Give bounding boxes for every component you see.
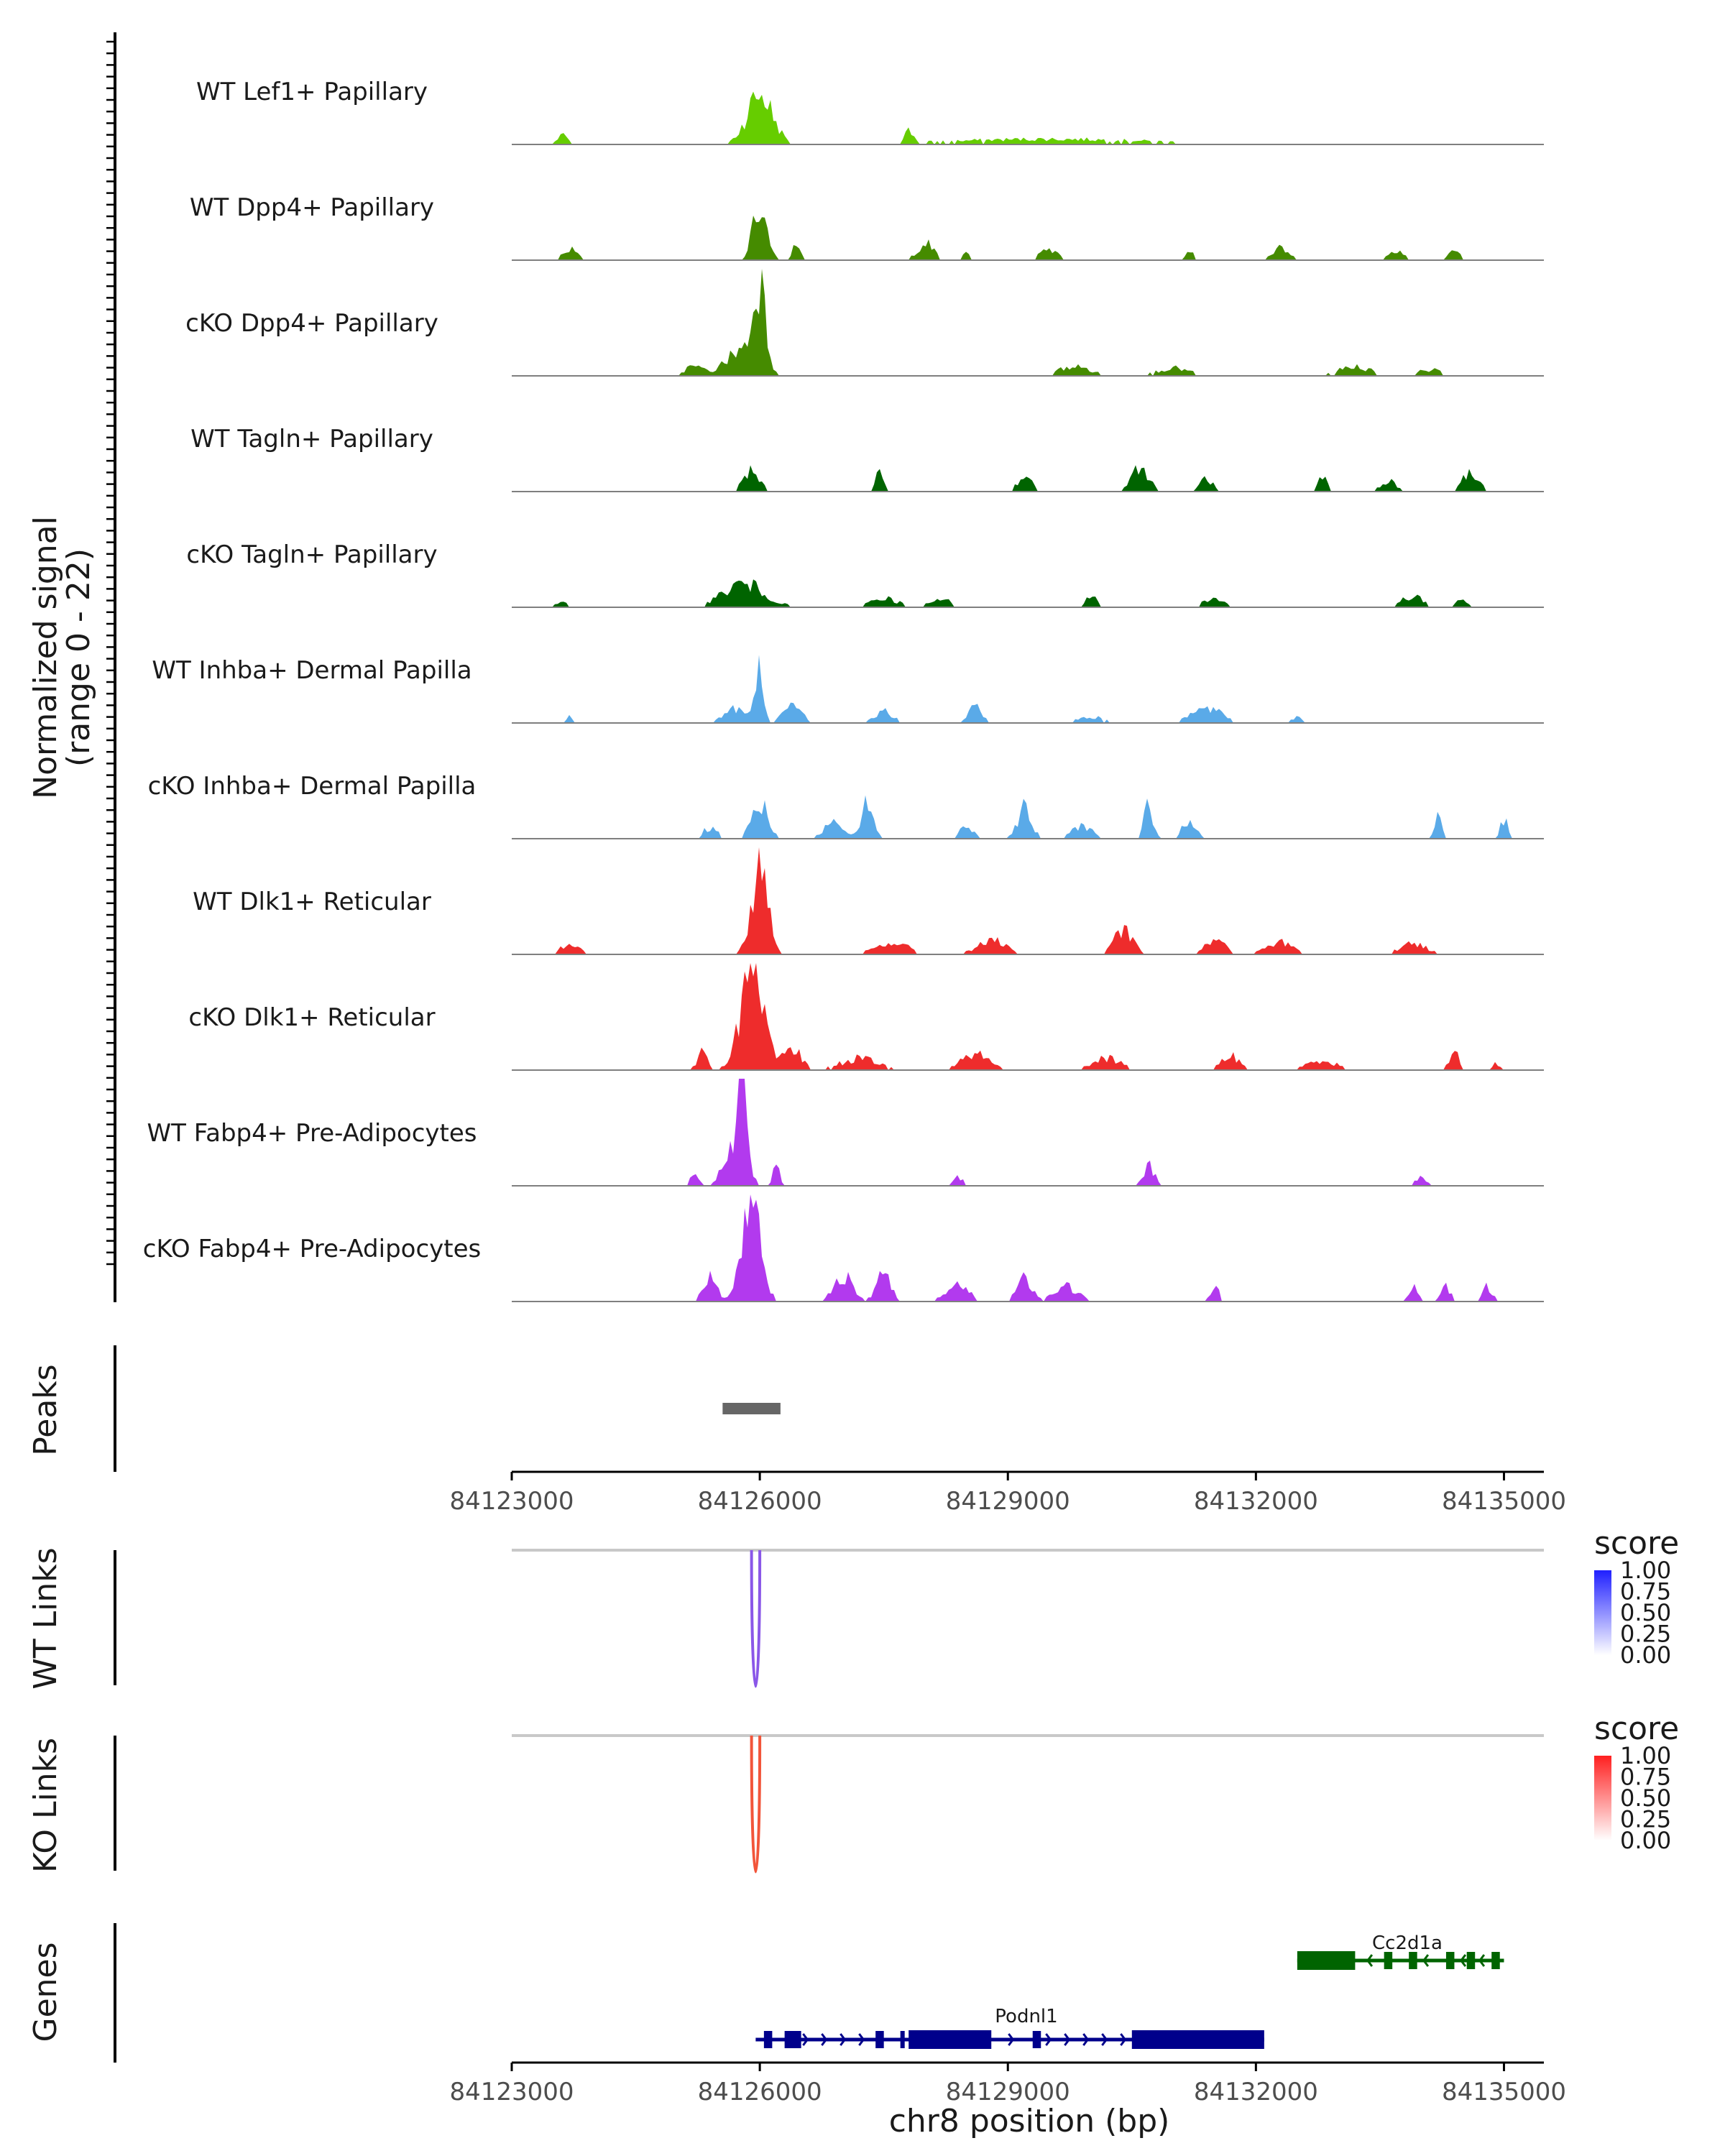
gene-strand-arrow	[821, 2033, 828, 2046]
gene-strand-arrow	[1460, 1954, 1467, 1967]
coverage-signal-area	[512, 269, 1544, 376]
coverage-signal-area	[512, 1194, 1544, 1302]
peaks-x-tick-label: 84132000	[1194, 1487, 1318, 1516]
genes-x-tick-label: 84129000	[946, 2078, 1070, 2106]
gene-strand-arrow	[1045, 2033, 1052, 2046]
coverage-signal-area	[512, 847, 1544, 954]
legend-tick-label: 0.25	[1620, 1621, 1671, 1648]
gene-strand-arrow	[858, 2033, 865, 2046]
x-axis-title: chr8 position (bp)	[889, 2103, 1170, 2139]
genes-panel: Cc2d1a Podnl1 84123000 84126000 84129000 8413…	[114, 1923, 1566, 2106]
coverage-track-label: WT Dlk1+ Reticular	[193, 888, 431, 916]
legend-tick-label: 1.00	[1620, 1557, 1671, 1584]
genes-x-tick-label: 84135000	[1442, 2078, 1566, 2106]
coverage-signal-area	[512, 91, 1544, 144]
coverage-track-label: WT Lef1+ Papillary	[196, 78, 428, 106]
coverage-track-label: WT Dpp4+ Papillary	[190, 193, 434, 222]
coverage-signal-area	[512, 216, 1544, 260]
peaks-track-label: Peaks	[27, 1364, 64, 1455]
gene-exon	[1131, 2030, 1264, 2049]
gene-strand-arrow	[1366, 1954, 1374, 1967]
gene-exon	[1384, 1952, 1393, 1969]
gene-name-label: Podnl1	[995, 2006, 1057, 2027]
gene-strand-arrow	[1082, 2033, 1090, 2046]
gene-strand-arrow	[1064, 2033, 1071, 2046]
coverage-signal-area	[512, 963, 1544, 1070]
coverage-ylabel-range: (range 0 - 22)	[60, 548, 97, 767]
gene-exon	[908, 2030, 992, 2049]
coverage-signal-area	[512, 579, 1544, 607]
legend-tick-label: 0.25	[1620, 1806, 1671, 1833]
ko-links-label: KO Links	[27, 1738, 64, 1873]
legend-tick-label: 0.00	[1620, 1641, 1671, 1669]
links-panel: score1.000.750.500.250.00score1.000.750.…	[114, 1525, 1679, 1874]
peaks-x-tick-label: 84126000	[698, 1487, 822, 1516]
legend-tick-label: 0.75	[1620, 1578, 1671, 1606]
coverage-track-label: cKO Tagln+ Papillary	[186, 540, 437, 569]
gene-strand-arrow	[1101, 2033, 1108, 2046]
gene-exon	[1032, 2031, 1041, 2048]
legend-tick-label: 0.50	[1620, 1784, 1671, 1812]
peak-region	[722, 1403, 781, 1414]
wt-links-label: WT Links	[27, 1547, 64, 1689]
coverage-track-label: WT Inhba+ Dermal Papilla	[152, 656, 472, 685]
gene-exon	[1466, 1952, 1476, 1969]
genes-x-tick-label: 84126000	[698, 2078, 822, 2106]
coverage-track-label: cKO Fabp4+ Pre-Adipocytes	[143, 1235, 482, 1263]
gene-exon	[1409, 1952, 1417, 1969]
gene-exon	[1445, 1952, 1455, 1969]
legend-colorbar	[1594, 1570, 1611, 1655]
genes-track-label: Genes	[27, 1942, 64, 2042]
gene-exon	[784, 2031, 801, 2048]
coverage-track-label: WT Tagln+ Papillary	[190, 425, 433, 453]
link-arc	[750, 1549, 762, 1688]
gene-exon	[875, 2031, 884, 2048]
legend-tick-label: 0.00	[1620, 1827, 1671, 1854]
coverage-signal-area	[512, 1079, 1544, 1186]
coverage-track-label: cKO Dpp4+ Papillary	[185, 309, 438, 338]
peaks-x-tick-label: 84123000	[449, 1487, 574, 1516]
gene-strand-arrow	[1422, 1954, 1430, 1967]
legend-tick-label: 0.50	[1620, 1599, 1671, 1626]
link-arc	[750, 1735, 762, 1874]
gene-strand-arrow	[1008, 2033, 1015, 2046]
coverage-track-label: cKO Dlk1+ Reticular	[188, 1003, 435, 1032]
coverage-signal-area	[512, 465, 1544, 492]
genes-x-tick-label: 84132000	[1194, 2078, 1318, 2106]
legend-title: score	[1594, 1525, 1679, 1562]
peaks-panel: 84123000 84126000 84129000 84132000 84135000	[114, 1345, 1566, 1516]
coverage-panel: WT Lef1+ Papillary WT Dpp4+ Papillary cKO …	[106, 32, 1544, 1302]
legend-title: score	[1594, 1710, 1679, 1747]
legend-colorbar	[1594, 1756, 1611, 1841]
peaks-x-tick-label: 84129000	[946, 1487, 1070, 1516]
gene-exon	[900, 2031, 905, 2048]
genes-x-tick-label: 84123000	[449, 2078, 574, 2106]
gene-strand-arrow	[1120, 2033, 1127, 2046]
gene-strand-arrow	[840, 2033, 847, 2046]
coverage-track-label: cKO Inhba+ Dermal Papilla	[148, 772, 477, 801]
gene-exon	[1297, 1951, 1356, 1970]
gene-strand-arrow	[1478, 1954, 1486, 1967]
coverage-signal-area	[512, 655, 1544, 723]
gene-strand-arrow	[802, 2033, 809, 2046]
coverage-track-label: WT Fabp4+ Pre-Adipocytes	[147, 1119, 477, 1148]
coverage-ylabel: Normalized signal	[27, 516, 64, 799]
legend-tick-label: 0.75	[1620, 1764, 1671, 1791]
gene-exon	[763, 2031, 773, 2048]
gene-name-label: Cc2d1a	[1372, 1932, 1443, 1954]
gene-exon	[1491, 1952, 1500, 1969]
coverage-signal-area	[512, 795, 1544, 839]
legend-tick-label: 1.00	[1620, 1742, 1671, 1769]
peaks-x-tick-label: 84135000	[1442, 1487, 1566, 1516]
